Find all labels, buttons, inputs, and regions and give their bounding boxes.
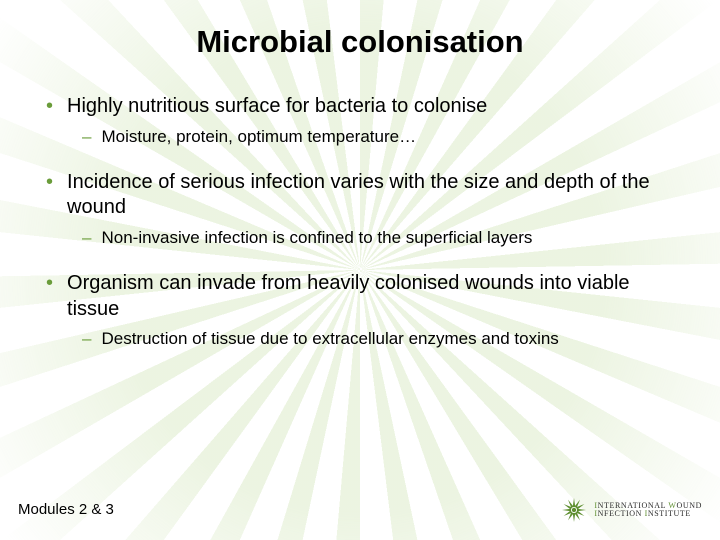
bullet-dash-icon: – bbox=[82, 126, 91, 148]
bullet-level-2: – Non-invasive infection is confined to … bbox=[40, 227, 680, 249]
subbullet-text: Non-invasive infection is confined to th… bbox=[101, 227, 532, 249]
list-item: • Organism can invade from heavily colon… bbox=[40, 271, 680, 350]
bullet-text: Organism can invade from heavily colonis… bbox=[67, 271, 680, 322]
bullet-list: • Highly nutritious surface for bacteria… bbox=[40, 94, 680, 350]
logo-burst-icon bbox=[560, 496, 588, 524]
slide-title: Microbial colonisation bbox=[40, 24, 680, 60]
bullet-level-2: – Destruction of tissue due to extracell… bbox=[40, 328, 680, 350]
list-item: • Incidence of serious infection varies … bbox=[40, 170, 680, 249]
bullet-level-1: • Organism can invade from heavily colon… bbox=[40, 271, 680, 322]
logo-word: NSTITUTE bbox=[648, 509, 691, 518]
logo-line-2: INFECTION INSTITUTE bbox=[594, 510, 702, 518]
logo-text: INTERNATIONAL WOUND INFECTION INSTITUTE bbox=[594, 502, 702, 519]
logo-word: NFECTION bbox=[598, 509, 645, 518]
bullet-level-1: • Highly nutritious surface for bacteria… bbox=[40, 94, 680, 120]
bullet-text: Incidence of serious infection varies wi… bbox=[67, 170, 680, 221]
bullet-dot-icon: • bbox=[46, 94, 53, 120]
bullet-dot-icon: • bbox=[46, 271, 53, 297]
bullet-text: Highly nutritious surface for bacteria t… bbox=[67, 94, 487, 120]
bullet-level-2: – Moisture, protein, optimum temperature… bbox=[40, 126, 680, 148]
bullet-dash-icon: – bbox=[82, 227, 91, 249]
subbullet-text: Moisture, protein, optimum temperature… bbox=[101, 126, 416, 148]
footer-module-label: Modules 2 & 3 bbox=[18, 501, 114, 518]
bullet-dot-icon: • bbox=[46, 170, 53, 196]
subbullet-text: Destruction of tissue due to extracellul… bbox=[101, 328, 558, 350]
bullet-level-1: • Incidence of serious infection varies … bbox=[40, 170, 680, 221]
slide: Microbial colonisation • Highly nutritio… bbox=[0, 0, 720, 540]
list-item: • Highly nutritious surface for bacteria… bbox=[40, 94, 680, 148]
bullet-dash-icon: – bbox=[82, 328, 91, 350]
footer-logo: INTERNATIONAL WOUND INFECTION INSTITUTE bbox=[560, 496, 702, 524]
